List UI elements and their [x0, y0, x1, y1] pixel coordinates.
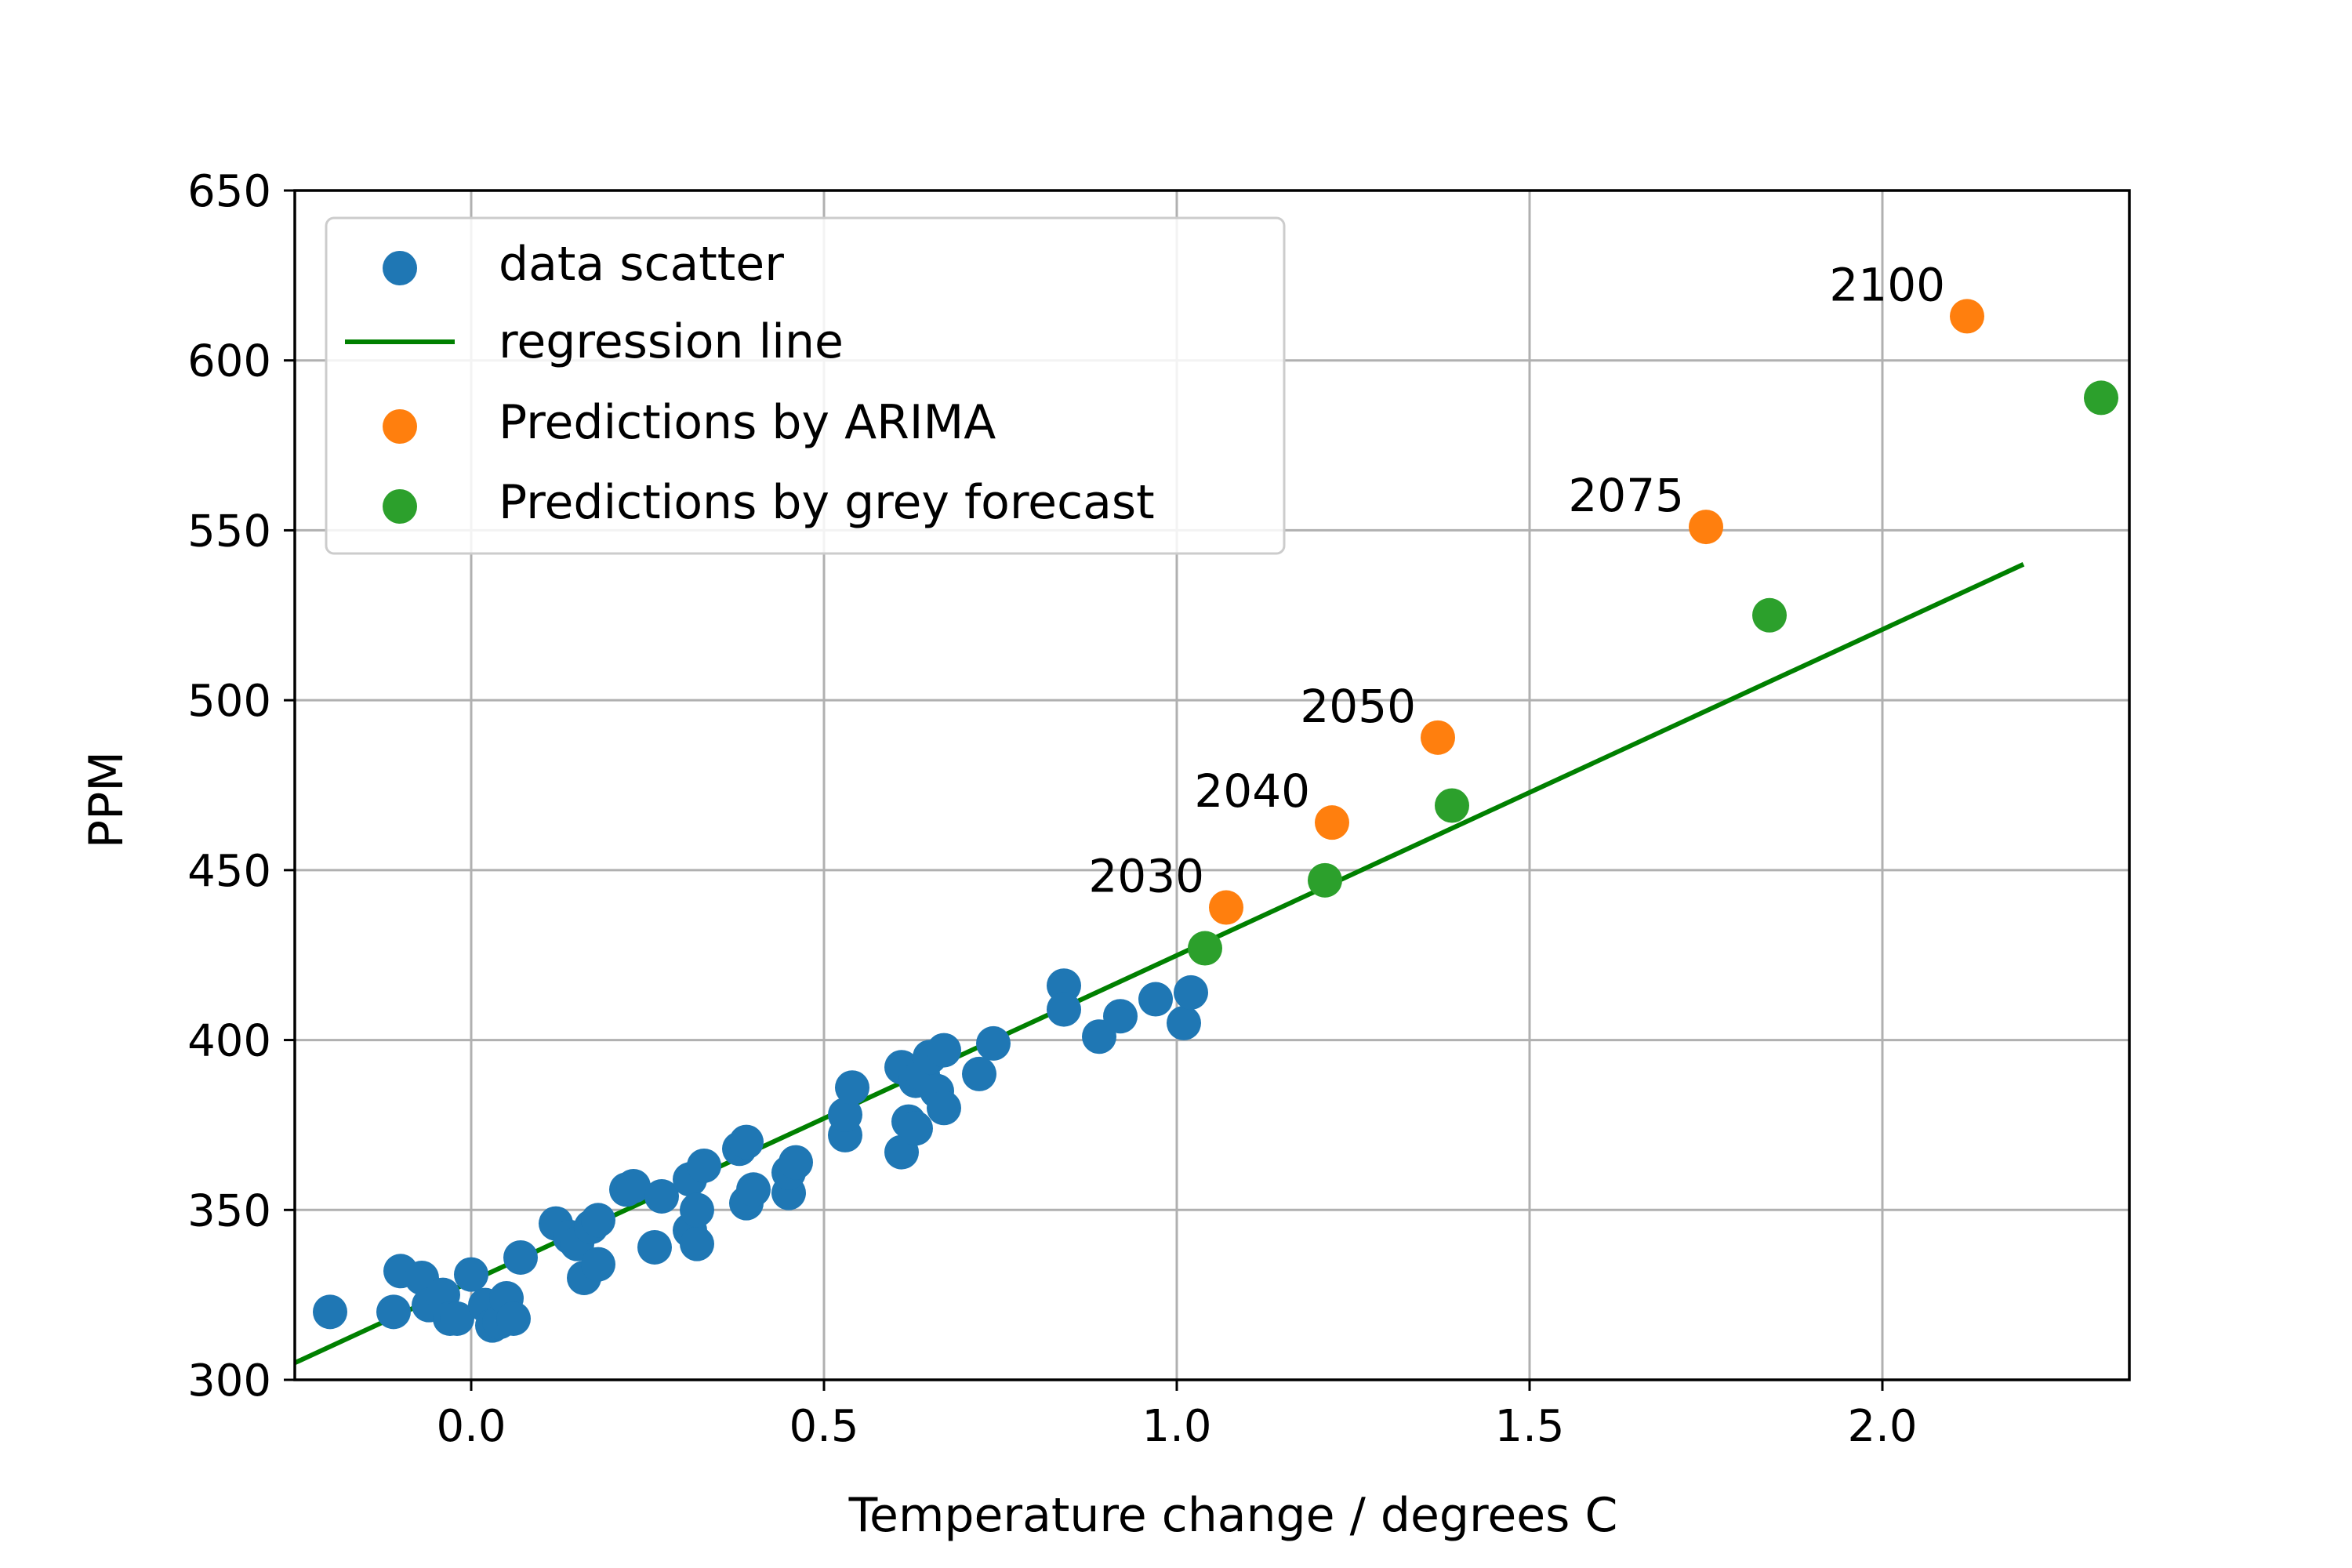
data-scatter-point — [581, 1203, 615, 1238]
legend: data scatter regression line Predictions… — [325, 216, 1286, 555]
predictions-by-grey-forecast-point — [1308, 862, 1342, 898]
data-scatter-point — [927, 1033, 961, 1068]
data-scatter-point — [313, 1294, 347, 1330]
predictions-by-grey-forecast-point — [2084, 380, 2118, 416]
data-scatter-point — [779, 1145, 813, 1180]
data-scatter-point — [1047, 992, 1081, 1027]
legend-label-regression-line: regression line — [499, 314, 844, 369]
y-tick-label: 400 — [187, 1016, 271, 1067]
data-scatter-point — [1047, 968, 1081, 1004]
legend-marker-arima — [383, 409, 417, 444]
y-tick-label: 600 — [187, 336, 271, 387]
data-scatter-point — [729, 1124, 764, 1160]
data-scatter-point — [644, 1178, 679, 1214]
legend-marker-data-scatter — [383, 251, 417, 285]
year-annotation: 2040 — [1194, 764, 1310, 818]
y-tick-label: 550 — [187, 506, 271, 557]
data-scatter-point — [503, 1240, 538, 1275]
data-scatter-point — [376, 1294, 411, 1330]
data-scatter-point — [1167, 1005, 1201, 1040]
data-scatter-point — [1138, 982, 1173, 1017]
legend-marker-grey-forecast — [383, 489, 417, 524]
plot-frame — [293, 189, 2131, 1381]
data-scatter-point — [581, 1247, 615, 1282]
x-tick-label: 0.5 — [789, 1401, 858, 1452]
y-tick-label: 500 — [187, 676, 271, 727]
y-tick-label: 350 — [187, 1185, 271, 1236]
data-scatter-point — [1174, 975, 1208, 1010]
predictions-by-arima-point — [1950, 299, 1984, 334]
y-axis-label: PPM — [79, 751, 134, 848]
predictions-by-arima-point — [1421, 720, 1455, 755]
predictions-by-arima-point — [1689, 510, 1723, 545]
predictions-by-grey-forecast-point — [1435, 788, 1469, 823]
year-annotations: 2030 2040 2050 2075 2100 — [1088, 258, 1945, 902]
data-scatter-point — [496, 1301, 531, 1336]
data-scatter-point — [454, 1257, 488, 1292]
legend-label-grey-forecast: Predictions by grey forecast — [499, 475, 1155, 530]
predictions-by-grey-forecast-point — [1752, 597, 1787, 633]
data-points — [313, 299, 2118, 1343]
data-scatter-point — [440, 1301, 474, 1336]
data-scatter-point — [736, 1172, 771, 1207]
data-scatter-point — [835, 1070, 869, 1105]
predictions-by-arima-point — [1209, 890, 1243, 925]
x-tick-label: 0.0 — [436, 1401, 506, 1452]
y-tick-label: 450 — [187, 846, 271, 897]
y-tick-label: 300 — [187, 1356, 271, 1406]
data-scatter-point — [616, 1168, 651, 1203]
data-scatter-point — [898, 1111, 933, 1146]
year-annotation: 2075 — [1568, 469, 1684, 522]
data-scatter-point — [1103, 999, 1138, 1034]
predictions-by-grey-forecast-point — [1188, 931, 1222, 966]
predictions-by-arima-point — [1315, 805, 1349, 840]
data-scatter-point — [927, 1091, 961, 1126]
data-scatter-point — [680, 1192, 714, 1228]
data-scatter-point — [962, 1056, 996, 1091]
y-tick-label: 650 — [187, 166, 271, 217]
x-tick-label: 2.0 — [1847, 1401, 1917, 1452]
data-scatter-point — [828, 1097, 862, 1132]
data-scatter-point — [687, 1148, 721, 1183]
axis-ticks: 0.0 0.5 1.0 1.5 2.0 300 350 400 450 500 550 600 650 — [187, 166, 1917, 1452]
legend-label-arima: Predictions by ARIMA — [499, 395, 996, 450]
data-scatter-point — [637, 1229, 672, 1265]
legend-box — [325, 216, 1286, 555]
data-scatter-point — [680, 1226, 714, 1261]
x-axis-label: Temperature change / degrees C — [848, 1488, 1618, 1543]
legend-label-data-scatter: data scatter — [499, 237, 784, 292]
data-scatter-point — [976, 1025, 1011, 1061]
year-annotation: 2100 — [1829, 258, 1945, 311]
x-tick-label: 1.0 — [1142, 1401, 1211, 1452]
year-annotation: 2050 — [1300, 680, 1416, 733]
x-tick-label: 1.5 — [1494, 1401, 1564, 1452]
year-annotation: 2030 — [1088, 850, 1204, 903]
